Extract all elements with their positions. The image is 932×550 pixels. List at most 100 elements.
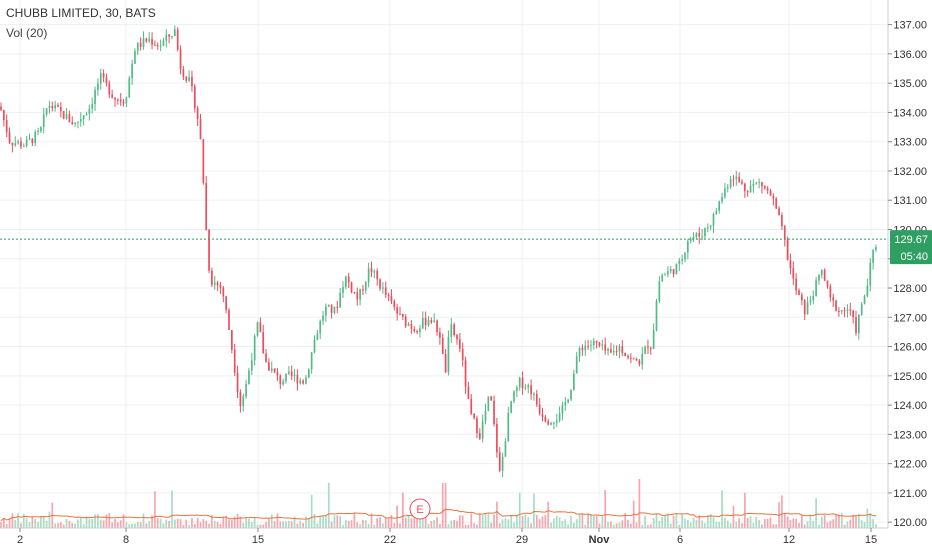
volume-bar [610, 521, 612, 528]
volume-bar [45, 520, 48, 528]
time-axis[interactable]: 2 8 15 22 29 Nov 6 12 15 [17, 528, 877, 546]
candle-body [305, 377, 307, 384]
candle-body [108, 83, 111, 95]
volume-bar [424, 516, 427, 528]
candle-body [590, 344, 592, 346]
volume-bar [812, 520, 815, 528]
candle-body [798, 290, 800, 296]
candle-body [347, 276, 350, 283]
volume-bar [538, 519, 541, 528]
candle-body [345, 276, 347, 288]
candle-body [439, 332, 441, 338]
candle-body [359, 289, 361, 300]
candle-body [630, 357, 632, 359]
candle-body [738, 176, 740, 182]
volume-bar [624, 513, 626, 528]
price-axis[interactable]: 120.00 121.00 122.00 123.00 124.00 125.00 126.… [888, 20, 927, 530]
volume-bar [159, 518, 162, 528]
candle-body [117, 99, 119, 101]
candle-body [584, 345, 587, 351]
candle-body [615, 350, 618, 352]
volume-bar [111, 522, 113, 528]
candle-body [148, 38, 151, 42]
volume-moving-average-line [0, 508, 876, 522]
candle-body [775, 198, 778, 209]
candle-body [370, 268, 373, 273]
candle-body [34, 131, 37, 144]
candle-body [749, 186, 752, 193]
volume-bar [664, 514, 666, 528]
candle-body [54, 105, 56, 109]
volume-bar [823, 515, 826, 528]
candle-body [142, 38, 145, 47]
volume-bar [809, 515, 812, 528]
volume-bar [826, 522, 829, 528]
volume-bar [34, 519, 37, 528]
earnings-marker[interactable] [409, 498, 431, 520]
candle-body [601, 344, 604, 346]
volume-bar [652, 518, 655, 528]
volume-bar [858, 513, 860, 528]
candle-body [419, 328, 421, 333]
candle-body [353, 291, 356, 293]
volume-bar [467, 524, 470, 528]
candle-body [285, 373, 287, 382]
volume-bar [265, 521, 267, 528]
candle-body [436, 320, 438, 333]
candle-body [382, 287, 384, 289]
volume-bar [85, 517, 88, 528]
candle-body [185, 76, 188, 81]
volume-bar [108, 513, 111, 528]
volume-bar [382, 523, 384, 528]
volume-bar [421, 516, 424, 528]
candle-body [17, 141, 19, 144]
volume-bar [384, 518, 387, 528]
volume-bar [769, 517, 772, 528]
volume-bar [199, 522, 202, 528]
volume-bar [433, 519, 436, 528]
candle-body [68, 114, 71, 123]
volume-bar [268, 518, 270, 528]
candle-body [766, 188, 769, 191]
candle-body [131, 63, 133, 79]
candle-body [595, 340, 598, 343]
earnings-marker-label: E [416, 504, 423, 516]
volume-bar [165, 519, 168, 528]
volume-bar [3, 517, 5, 528]
volume-bar [481, 514, 484, 528]
volume-bar [726, 520, 729, 528]
candle-body [82, 115, 85, 120]
volume-bar [17, 513, 19, 528]
volume-bar [31, 516, 34, 528]
candle-body [5, 120, 8, 133]
candle-body [846, 309, 849, 311]
volume-bar [330, 521, 333, 528]
candle-body [8, 132, 11, 143]
volume-bar [373, 524, 376, 528]
volume-bar [459, 515, 461, 528]
bar-countdown: 05:40 [900, 251, 928, 263]
candle-body [450, 324, 453, 337]
volume-bar [484, 513, 487, 528]
volume-bar [510, 515, 512, 528]
candle-body [487, 396, 490, 411]
volume-bar [347, 520, 350, 528]
price-tick-label: 121.00 [893, 488, 927, 500]
candle-body [444, 353, 447, 373]
volume-bar [288, 520, 290, 528]
volume-bar [501, 519, 504, 528]
candle-body [801, 295, 803, 301]
candle-body [102, 73, 105, 78]
volume-bar [518, 492, 521, 528]
volume-bar [516, 515, 518, 528]
volume-bar [325, 516, 327, 528]
candle-body [527, 385, 530, 388]
candle-body [336, 306, 339, 308]
volume-bar [709, 514, 712, 528]
volume-bar [40, 515, 42, 528]
volume-indicator-label[interactable]: Vol (20) [6, 26, 48, 40]
candle-body [327, 304, 330, 307]
candle-body [664, 274, 666, 276]
candle-body [718, 201, 721, 211]
